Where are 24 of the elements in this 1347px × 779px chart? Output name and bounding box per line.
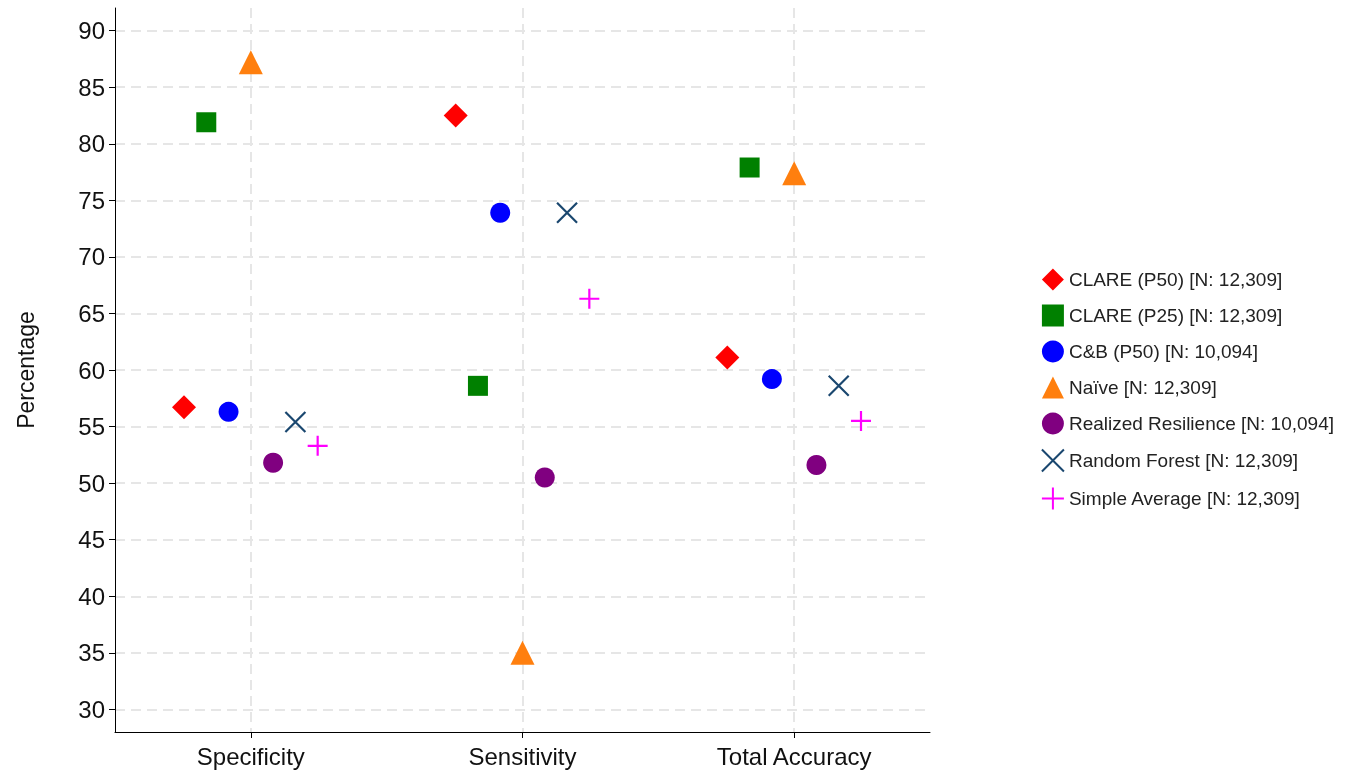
y-tick-label: 80 xyxy=(78,130,105,158)
y-tick-label: 90 xyxy=(78,17,105,45)
y-tick-label: 40 xyxy=(78,582,105,610)
y-tick-label: 50 xyxy=(78,469,105,497)
y-tick-label: 60 xyxy=(78,356,105,384)
legend-label: C&B (P50) [N: 10,094] xyxy=(1068,341,1258,362)
x-tick-label: Sensitivity xyxy=(468,742,577,770)
y-tick-label: 45 xyxy=(78,526,105,554)
legend-label: Random Forest [N: 12,309] xyxy=(1068,450,1299,471)
y-tick-label: 70 xyxy=(78,243,105,271)
y-tick-label: 85 xyxy=(78,73,105,101)
legend-label: Naïve [N: 12,309] xyxy=(1068,377,1217,398)
y-tick-label: 55 xyxy=(78,413,105,441)
y-axis-title: Percentage xyxy=(12,311,39,429)
y-tick-label: 65 xyxy=(78,299,105,327)
x-tick-label: Total Accuracy xyxy=(716,742,872,770)
legend-label: Simple Average [N: 12,309] xyxy=(1068,488,1300,509)
legend-label: CLARE (P50) [N: 12,309] xyxy=(1068,269,1283,290)
y-tick-label: 30 xyxy=(78,695,105,723)
y-tick-label: 35 xyxy=(78,639,105,667)
legend-label: Realized Resilience [N: 10,094] xyxy=(1068,413,1334,434)
legend-label: CLARE (P25) [N: 12,309] xyxy=(1068,305,1283,326)
y-tick-label: 75 xyxy=(78,186,105,214)
x-tick-label: Specificity xyxy=(196,742,305,770)
